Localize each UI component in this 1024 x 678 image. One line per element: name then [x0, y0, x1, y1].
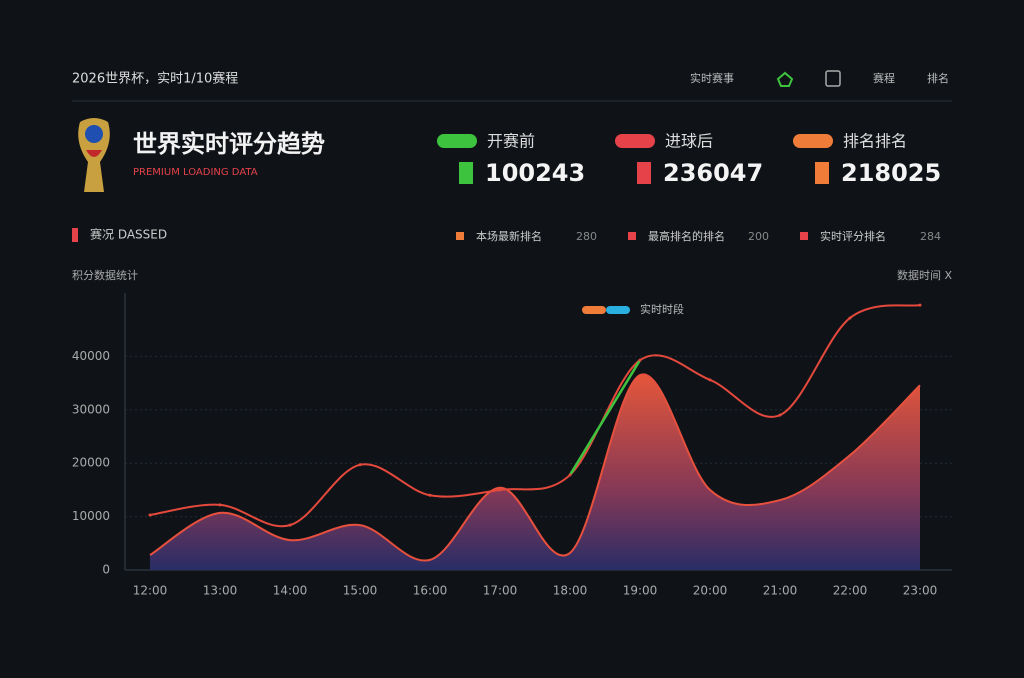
header-action[interactable]: 排名: [927, 71, 949, 85]
point: [218, 503, 222, 507]
x-tick-label: 19:00: [623, 584, 658, 598]
x-tick-label: 20:00: [693, 584, 728, 598]
header-title: 2026世界杯，实时1/10赛程: [72, 71, 238, 87]
x-tick-label: 16:00: [413, 584, 448, 598]
x-tick-label: 17:00: [483, 584, 518, 598]
stat-swatch: [615, 134, 655, 148]
x-tick-label: 23:00: [903, 584, 938, 598]
stat-label: 进球后: [665, 132, 713, 151]
y-axis-label: 积分数据统计: [72, 268, 138, 282]
stat-label: 开赛前: [487, 132, 535, 151]
point: [848, 316, 852, 320]
legend-label: 实时时段: [640, 302, 684, 316]
header-action[interactable]: 赛程: [873, 71, 895, 85]
legend-swatch: [606, 306, 630, 314]
area: [150, 374, 920, 570]
area-edge: [149, 373, 921, 562]
x-tick-label: 21:00: [763, 584, 798, 598]
stat-label: 排名排名: [843, 132, 907, 151]
ranking-marker: [628, 232, 636, 240]
stat-value: 100243: [485, 159, 585, 187]
ranking-marker: [800, 232, 808, 240]
ranking-label: 实时评分排名: [820, 229, 886, 243]
ranking-label: 本场最新排名: [476, 229, 542, 243]
point: [918, 303, 922, 307]
stat-swatch: [793, 134, 833, 148]
x-axis-label: 数据时间 X: [897, 268, 952, 282]
y-tick-label: 30000: [72, 402, 110, 416]
x-tick-label: 18:00: [553, 584, 588, 598]
status-label: 赛况 DASSED: [90, 227, 167, 242]
ranking-label: 最高排名的排名: [648, 229, 725, 243]
stat-marker: [637, 162, 651, 184]
point: [148, 513, 152, 517]
y-tick-label: 40000: [72, 349, 110, 363]
point: [778, 413, 782, 417]
stat-value: 236047: [663, 159, 763, 187]
stat-swatch: [437, 134, 477, 148]
point: [288, 523, 292, 527]
ranking-value: 200: [748, 230, 769, 243]
legend-swatch: [582, 306, 606, 314]
point: [498, 488, 502, 492]
header-action[interactable]: 实时赛事: [690, 71, 734, 85]
point: [708, 378, 712, 382]
hero-subtitle: PREMIUM LOADING DATA: [133, 167, 258, 178]
y-tick-label: 20000: [72, 456, 110, 470]
icon[interactable]: [776, 71, 794, 87]
status-marker: [72, 228, 78, 242]
y-tick-label: 10000: [72, 509, 110, 523]
y-tick-label: 0: [102, 563, 110, 577]
trophy-icon: [78, 118, 110, 192]
point: [638, 358, 642, 362]
ranking-marker: [456, 232, 464, 240]
ranking-value: 284: [920, 230, 941, 243]
x-tick-label: 13:00: [203, 584, 238, 598]
x-tick-label: 22:00: [833, 584, 868, 598]
line-highlight: [568, 359, 642, 476]
point: [358, 463, 362, 467]
x-tick-label: 14:00: [273, 584, 308, 598]
x-tick-label: 15:00: [343, 584, 378, 598]
ranking-value: 280: [576, 230, 597, 243]
stat-marker: [459, 162, 473, 184]
point: [568, 473, 572, 477]
icon[interactable]: [825, 70, 841, 87]
stat-value: 218025: [841, 159, 941, 187]
hero-title: 世界实时评分趋势: [133, 130, 325, 158]
x-tick-label: 12:00: [133, 584, 168, 598]
point: [428, 493, 432, 497]
stat-marker: [815, 162, 829, 184]
